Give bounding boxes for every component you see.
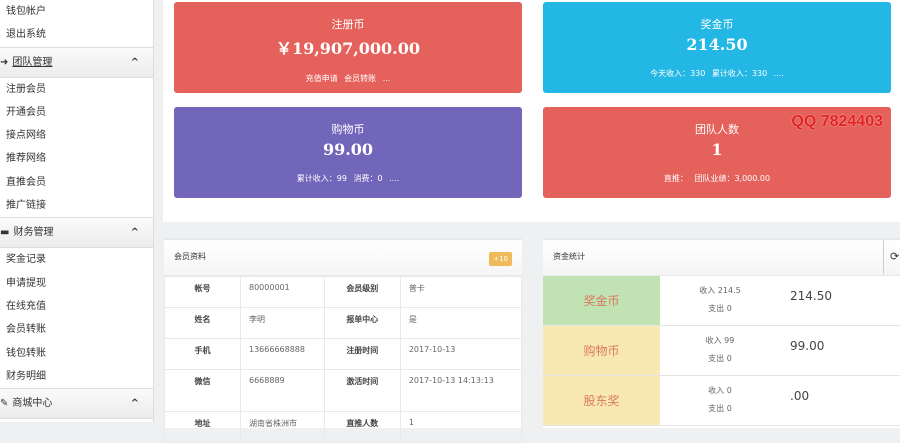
sidebar-item[interactable]: 推广链接 (6, 200, 46, 212)
fund-io: 收入 99 支出 0 (660, 326, 780, 375)
fund-row: 股东奖 收入 0 支出 0 .00 (543, 376, 900, 426)
field-label: 帐号 (164, 276, 241, 308)
field-value: 是 (399, 307, 523, 339)
card-bonus-coin[interactable]: 奖金币 214.50 今天收入：330 累计收入：330 .... (543, 2, 891, 93)
sidebar-item[interactable]: 申请提现 (6, 277, 46, 289)
sidebar-group-team[interactable]: ➜ 团队管理 ^ (0, 46, 153, 78)
field-label: 微信 (164, 369, 241, 412)
field-value: 2017-10-13 (399, 338, 523, 370)
fund-row: 奖金币 收入 214.5 支出 0 214.50 (543, 276, 900, 326)
member-info-panel: 会员资料 +10 帐号 80000001 会员级别 普卡 姓名 李明 报单中心是手机 13666… (164, 238, 523, 443)
card-team-count[interactable]: 团队人数 1 直推： 团队业绩：3,000.00 QQ 7824403 (543, 107, 891, 198)
sidebar-item[interactable]: 注册会员 (6, 83, 46, 95)
table-row: 手机 13666668888 注册时间 2017-10-13 (164, 338, 523, 370)
folder-icon: ▬ (0, 227, 10, 239)
fund-expense: 支出 0 (708, 404, 732, 413)
tools-icon: ✎ (0, 398, 9, 410)
fund-io: 收入 0 支出 0 (660, 376, 780, 425)
fund-name: 购物币 (543, 326, 660, 375)
chevron-up-icon: ^ (130, 227, 139, 239)
table-row: 地址 湖南省株洲市 直推人数 1 (164, 411, 523, 443)
funds-panel: 资金统计 ⟳ 奖金币 收入 214.5 支出 0 214.50 购物币 收入 99 支出… (543, 238, 900, 428)
sidebar-item[interactable]: 推荐网络 (6, 153, 46, 165)
fund-income: 收入 0 (708, 386, 732, 395)
card-sub: 直推： 团队业绩：3,000.00 (663, 174, 771, 183)
chevron-up-icon: ^ (130, 398, 139, 410)
card-value: 214.50 (686, 35, 748, 54)
field-label: 姓名 (164, 307, 241, 339)
card-title: 购物币 (331, 123, 365, 136)
field-value: 13666668888 (240, 338, 325, 370)
sidebar-item[interactable]: 接点网络 (6, 130, 46, 142)
field-label: 直推人数 (323, 411, 401, 443)
sidebar-item[interactable]: 直推会员 (6, 176, 46, 188)
sidebar-item[interactable]: 会员转账 (6, 324, 46, 336)
field-label: 报单中心 (323, 307, 401, 339)
field-value: 湖南省株洲市 (240, 411, 325, 443)
fund-income: 收入 214.5 (699, 286, 741, 295)
field-value: 普卡 (399, 276, 523, 308)
card-title: 团队人数 (695, 123, 739, 136)
sidebar-item[interactable]: 开通会员 (6, 106, 46, 118)
sidebar-item[interactable]: 钱包转账 (6, 347, 46, 359)
fund-amount: .00 (790, 389, 810, 403)
table-row: 帐号 80000001 会员级别 普卡 (164, 276, 523, 308)
card-title: 奖金币 (700, 18, 734, 31)
card-sub: 今天收入：330 累计收入：330 .... (650, 69, 784, 78)
field-value: 80000001 (240, 276, 325, 308)
fund-name: 奖金币 (543, 276, 660, 325)
fund-expense: 支出 0 (708, 354, 732, 363)
summary-area: 注册币 ￥19,907,000.00 充值申请 会员转账 ... 奖金币 214… (163, 0, 900, 222)
table-row: 微信 6668889 激活时间 2017-10-13 14:13:13 (164, 369, 523, 412)
card-value: 99.00 (322, 140, 374, 159)
field-value: 2017-10-13 14:13:13 (399, 369, 523, 412)
fund-expense: 支出 0 (708, 304, 732, 313)
sidebar-item[interactable]: 退出系统 (6, 29, 46, 41)
fund-amount: 99.00 (790, 339, 825, 353)
field-label: 手机 (164, 338, 241, 370)
fund-amount: 214.50 (790, 289, 832, 303)
fund-income: 收入 99 (705, 336, 735, 345)
sidebar-item[interactable]: 财务明细 (6, 370, 46, 382)
card-links[interactable]: 充值申请 会员转账 ... (305, 74, 391, 83)
badge[interactable]: +10 (489, 252, 512, 266)
table-row: 姓名 李明 报单中心是 (164, 307, 523, 339)
field-value: 1 (399, 411, 523, 443)
field-value: 6668889 (240, 369, 325, 412)
field-label: 会员级别 (323, 276, 401, 308)
panel-title: 资金统计 (553, 252, 585, 261)
refresh-icon[interactable]: ⟳ (883, 240, 899, 274)
field-label: 地址 (164, 411, 241, 443)
field-label: 注册时间 (323, 338, 401, 370)
card-register-coin[interactable]: 注册币 ￥19,907,000.00 充值申请 会员转账 ... (174, 2, 522, 93)
sidebar-group-mall[interactable]: ✎ 商城中心 ^ (0, 388, 153, 420)
sidebar-item[interactable]: 奖金记录 (6, 254, 46, 266)
arrow-right-icon: ➜ (0, 56, 9, 68)
field-label: 激活时间 (323, 369, 401, 412)
card-title: 注册币 (331, 18, 365, 31)
panel-title: 会员资料 (174, 252, 206, 261)
sidebar-item[interactable]: 在线充值 (6, 300, 46, 312)
member-table: 帐号 80000001 会员级别 普卡 姓名 李明 报单中心是手机 13666668888 注册… (164, 276, 523, 443)
sidebar: 钱包帐户 退出系统 ➜ 团队管理 ^ 注册会员 开通会员 接点网络 推荐网络 直推会… (0, 0, 154, 422)
field-value: 李明 (240, 307, 325, 339)
fund-name: 股东奖 (543, 376, 660, 425)
card-sub: 累计收入：99 消费：0 .... (296, 174, 400, 183)
watermark: QQ 7824403 (791, 113, 883, 130)
sidebar-group-finance[interactable]: ▬ 财务管理 ^ (0, 217, 153, 249)
sidebar-item[interactable]: 钱包帐户 (6, 6, 46, 17)
fund-io: 收入 214.5 支出 0 (660, 276, 780, 325)
card-value: 1 (711, 140, 723, 159)
fund-row: 购物币 收入 99 支出 0 99.00 (543, 326, 900, 376)
chevron-up-icon: ^ (130, 56, 139, 68)
card-shopping-coin[interactable]: 购物币 99.00 累计收入：99 消费：0 .... (174, 107, 522, 198)
card-value: ￥19,907,000.00 (275, 39, 421, 58)
